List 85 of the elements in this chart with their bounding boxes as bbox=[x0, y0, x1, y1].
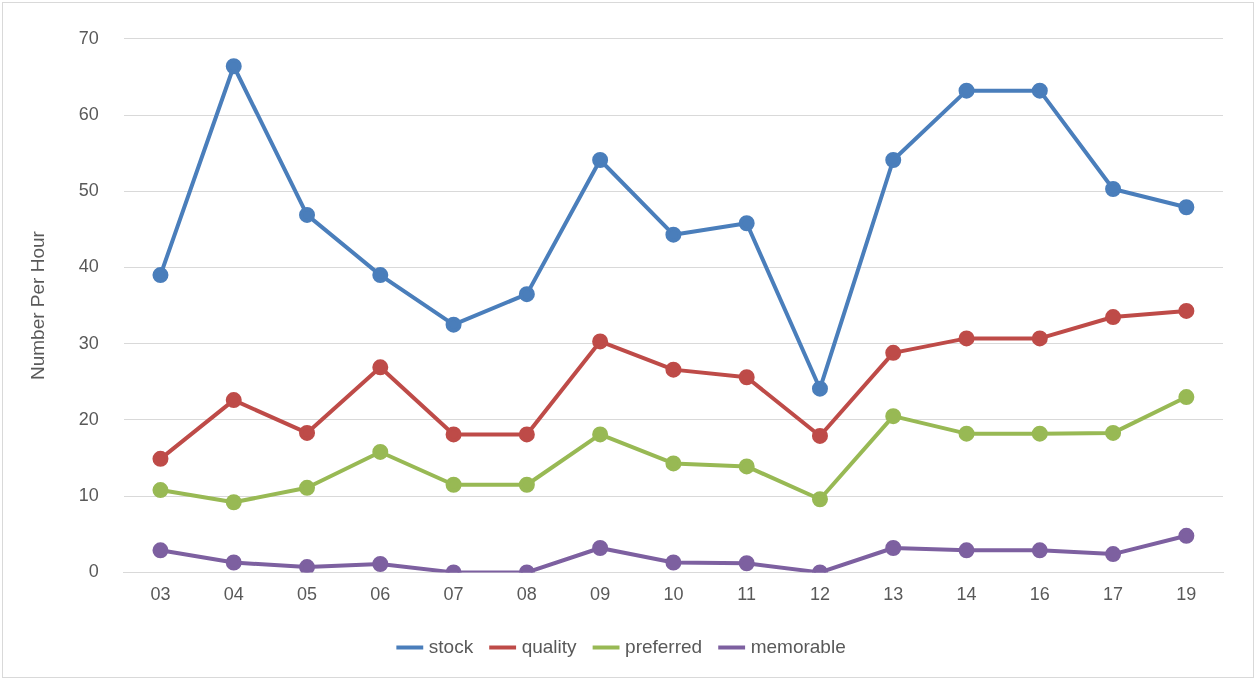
point bbox=[445, 426, 462, 443]
point bbox=[811, 491, 828, 508]
y-axis-title: Number Per Hour bbox=[26, 230, 48, 381]
point bbox=[958, 542, 975, 559]
y-tick-label: 30 bbox=[78, 332, 99, 353]
legend-label: preferred bbox=[625, 635, 703, 657]
x-tick-label: 16 bbox=[1029, 584, 1050, 605]
point bbox=[299, 559, 316, 573]
point bbox=[592, 152, 609, 168]
point bbox=[1031, 330, 1048, 347]
point bbox=[152, 450, 169, 467]
x-tick-label: 05 bbox=[297, 584, 318, 605]
point bbox=[299, 424, 316, 441]
point bbox=[1031, 542, 1048, 559]
x-tick-label: 09 bbox=[590, 584, 611, 605]
point bbox=[738, 458, 755, 475]
point bbox=[665, 554, 682, 571]
point bbox=[225, 554, 242, 571]
point bbox=[665, 361, 682, 378]
point bbox=[885, 344, 902, 361]
x-tick-label: 04 bbox=[223, 584, 244, 605]
point bbox=[372, 556, 389, 573]
point bbox=[1105, 424, 1122, 441]
point bbox=[445, 476, 462, 493]
point bbox=[518, 426, 535, 443]
point bbox=[1105, 180, 1122, 197]
point bbox=[299, 206, 316, 223]
y-tick-label: 0 bbox=[88, 561, 99, 582]
point bbox=[811, 427, 828, 444]
y-tick-label: 70 bbox=[78, 27, 99, 48]
x-tick-label: 06 bbox=[370, 584, 391, 605]
point bbox=[958, 425, 975, 442]
y-tick-label: 50 bbox=[78, 180, 99, 201]
y-tick-label: 40 bbox=[78, 256, 99, 277]
x-tick-label: 12 bbox=[809, 584, 830, 605]
x-tick-label: 10 bbox=[663, 584, 684, 605]
point bbox=[372, 267, 389, 284]
point bbox=[518, 286, 535, 303]
point bbox=[958, 82, 975, 99]
x-tick-label: 14 bbox=[956, 584, 977, 605]
point bbox=[738, 369, 755, 386]
point bbox=[445, 316, 462, 333]
point bbox=[1105, 309, 1122, 326]
point bbox=[372, 359, 389, 376]
point bbox=[958, 330, 975, 347]
point bbox=[592, 540, 609, 557]
x-tick-label: 19 bbox=[1176, 584, 1197, 605]
y-tick-label: 20 bbox=[78, 408, 99, 429]
legend-label: stock bbox=[428, 635, 474, 657]
point bbox=[152, 267, 169, 284]
x-tick-label: 11 bbox=[737, 584, 757, 605]
point bbox=[811, 380, 828, 397]
x-tick-label: 08 bbox=[516, 584, 537, 605]
point bbox=[152, 542, 169, 559]
x-tick-label: 13 bbox=[883, 584, 904, 605]
point bbox=[152, 482, 169, 499]
y-tick-label: 10 bbox=[78, 485, 99, 506]
point bbox=[592, 426, 609, 443]
point bbox=[1031, 82, 1048, 99]
legend-label: memorable bbox=[750, 635, 846, 657]
point bbox=[1178, 302, 1195, 319]
point bbox=[665, 455, 682, 472]
point bbox=[1105, 546, 1122, 563]
point bbox=[885, 540, 902, 557]
point bbox=[1178, 389, 1195, 406]
point bbox=[225, 392, 242, 409]
point bbox=[299, 479, 316, 496]
point bbox=[518, 476, 535, 493]
x-tick-label: 03 bbox=[150, 584, 171, 605]
point bbox=[665, 226, 682, 243]
point bbox=[1178, 527, 1195, 544]
point bbox=[592, 333, 609, 350]
point bbox=[738, 555, 755, 572]
point bbox=[885, 152, 902, 168]
point bbox=[885, 408, 902, 425]
point bbox=[1031, 425, 1048, 442]
point bbox=[372, 443, 389, 460]
legend-label: quality bbox=[521, 635, 578, 657]
y-tick-label: 60 bbox=[78, 104, 99, 124]
point bbox=[225, 58, 242, 75]
point bbox=[1178, 199, 1195, 216]
x-tick-label: 17 bbox=[1103, 584, 1124, 605]
point bbox=[225, 494, 242, 511]
point bbox=[738, 215, 755, 232]
x-tick-label: 07 bbox=[443, 584, 464, 605]
